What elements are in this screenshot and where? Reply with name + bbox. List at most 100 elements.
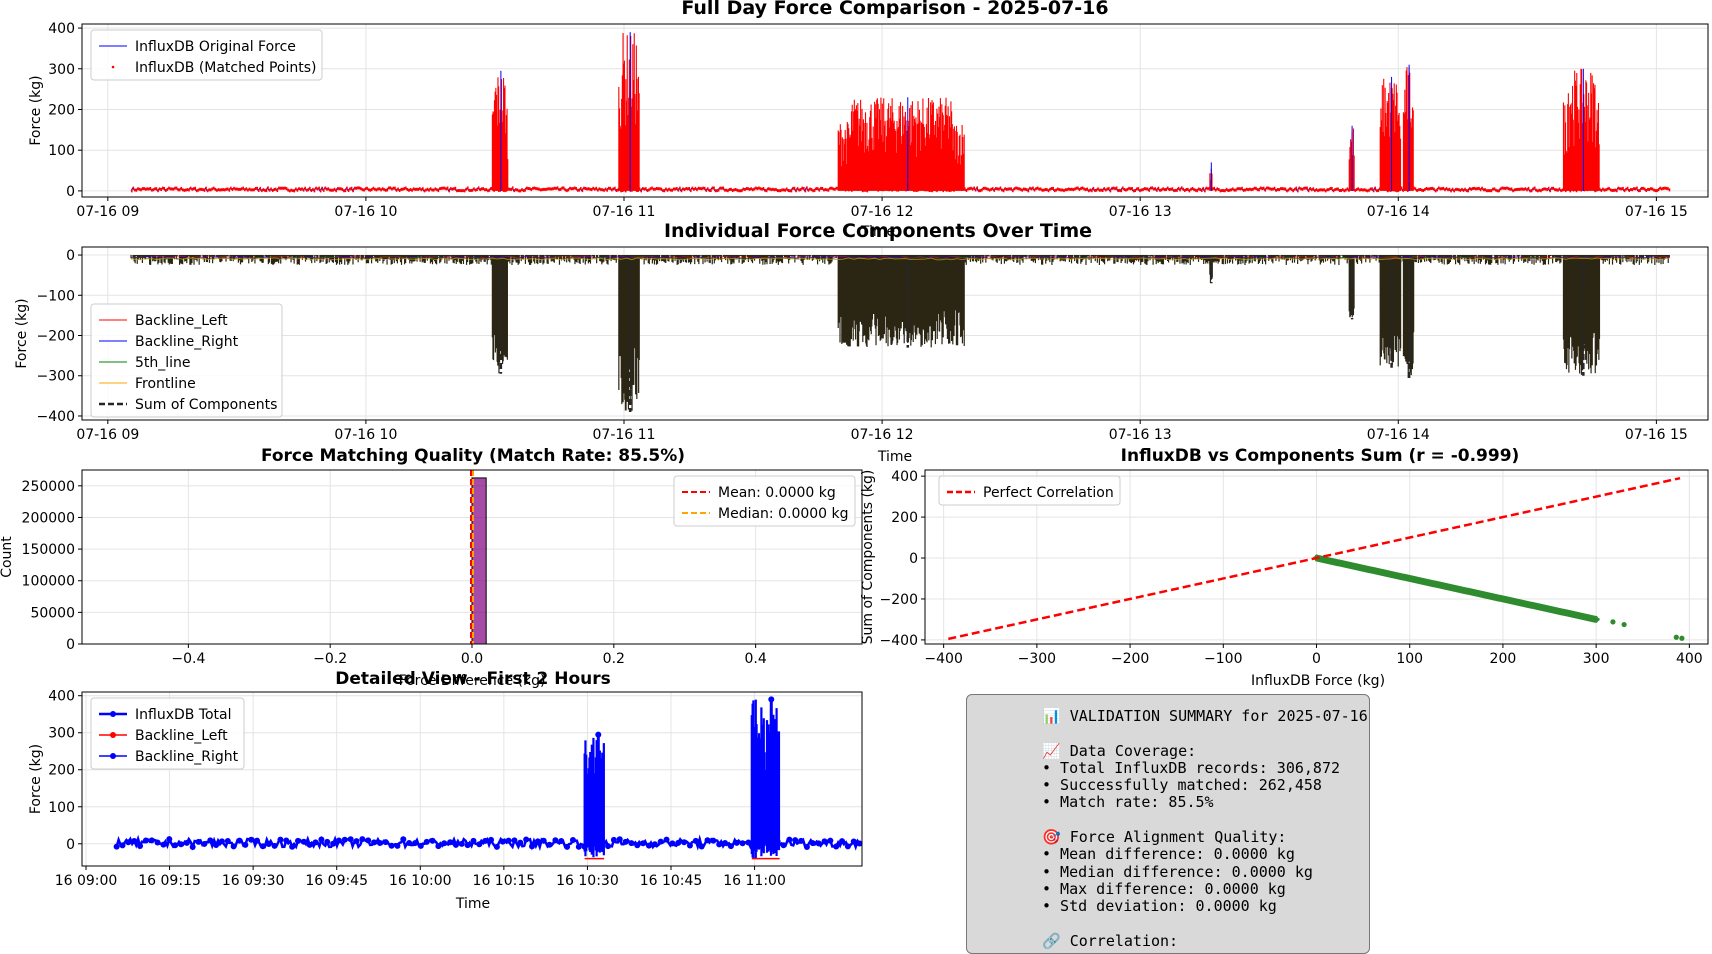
x-tick-label: 16 10:30: [556, 873, 619, 889]
scatter-point: [1593, 616, 1599, 623]
y-tick-label: 100000: [22, 574, 75, 590]
x-tick-label: 07-16 12: [851, 204, 914, 220]
y-tick-label: 250000: [22, 479, 75, 495]
x-tick-label: 0.4: [745, 651, 767, 667]
influxdb-total-marker: [528, 843, 535, 850]
y-tick-label: 0: [66, 837, 75, 853]
influxdb-total-marker: [716, 841, 723, 848]
influxdb-total-marker: [113, 843, 120, 850]
perfect-correlation-line: [948, 476, 1681, 641]
scatter-point: [1360, 565, 1366, 571]
influxdb-total-marker: [137, 842, 144, 849]
influxdb-total-marker: [148, 837, 155, 844]
summary-line: [1042, 812, 1368, 829]
y-tick-label: −300: [37, 369, 75, 385]
plot-frame: [924, 469, 1709, 645]
x-tick-label: 16 10:45: [640, 873, 703, 889]
x-tick-label: −400: [924, 651, 962, 667]
matched-points-burst: [837, 97, 965, 191]
influxdb-total-marker: [160, 841, 167, 848]
influxdb-total-marker: [230, 843, 237, 850]
influxdb-total-marker: [330, 840, 337, 847]
influxdb-total-marker: [306, 841, 313, 848]
legend-label: 5th_line: [135, 355, 191, 371]
influxdb-total-marker: [569, 836, 576, 843]
y-tick-label: 0: [909, 551, 918, 567]
influxdb-total-marker: [201, 840, 208, 847]
x-tick-label: 0.0: [461, 651, 483, 667]
y-tick-label: −200: [880, 592, 918, 608]
summary-line: • Match rate: 85.5%: [1042, 793, 1214, 812]
matched-points-burst: [1209, 168, 1213, 191]
y-tick-label: 0: [66, 637, 75, 653]
legend-swatch-marker: [110, 732, 116, 738]
influxdb-total-burst: [750, 699, 781, 859]
y-tick-label: 400: [48, 689, 75, 705]
influxdb-total-marker: [312, 839, 319, 846]
influxdb-total-marker: [839, 838, 846, 845]
influxdb-total-marker: [710, 837, 717, 844]
y-tick-label: 300: [48, 62, 75, 78]
legend-label: Sum of Components: [135, 397, 277, 413]
influxdb-total-marker: [154, 839, 161, 846]
x-tick-label: 07-16 11: [593, 427, 656, 443]
legend-label: Perfect Correlation: [983, 485, 1114, 501]
validation-summary-text: 📊 VALIDATION SUMMARY for 2025-07-16 📈 Da…: [1042, 707, 1368, 950]
burst-peak-marker: [768, 696, 775, 703]
summary-line: • Std deviation: 0.0000 kg: [1042, 897, 1277, 916]
chart-title: Detailed View - First 2 Hours: [335, 669, 611, 689]
influxdb-total-marker: [119, 842, 126, 849]
y-tick-label: −200: [37, 329, 75, 345]
x-tick-label: 07-16 10: [334, 427, 397, 443]
y-tick-label: −400: [880, 633, 918, 649]
x-tick-label: 07-16 14: [1367, 427, 1430, 443]
influxdb-total-marker: [300, 838, 307, 845]
influxdb-total-marker: [634, 842, 641, 849]
summary-line: • Successfully matched: 262,458: [1042, 776, 1322, 795]
summary-line: 📊 VALIDATION SUMMARY for 2025-07-16: [1042, 707, 1368, 725]
y-tick-label: −400: [37, 409, 75, 425]
matched-points-burst: [618, 33, 640, 191]
influxdb-total-marker: [552, 837, 559, 844]
x-axis-label: InfluxDB Force (kg): [1251, 673, 1385, 689]
chart-title: Force Matching Quality (Match Rate: 85.5…: [261, 446, 685, 466]
influxdb-total-marker: [610, 836, 617, 843]
influxdb-total-marker: [517, 839, 524, 846]
summary-line: • Median difference: 0.0000 kg: [1042, 862, 1313, 881]
plot-frame: [81, 246, 1709, 421]
influxdb-total-marker: [365, 837, 372, 844]
influxdb-total-marker: [821, 838, 828, 845]
summary-line: [1042, 916, 1368, 933]
legend-label: Frontline: [135, 376, 196, 392]
influxdb-total-marker: [335, 837, 342, 844]
components-burst: [491, 255, 508, 374]
influxdb-total-marker: [254, 837, 261, 844]
x-tick-label: 07-16 09: [76, 427, 139, 443]
legend-label: Backline_Right: [135, 334, 239, 350]
histogram-bar: [471, 477, 487, 645]
scatter-point: [1546, 606, 1553, 612]
legend-swatch-marker: [110, 711, 116, 717]
influxdb-total-marker: [651, 841, 658, 848]
y-axis-label: Count: [0, 536, 15, 578]
influxdb-total-marker: [218, 838, 225, 845]
y-axis-label: Force (kg): [28, 75, 44, 145]
y-tick-label: −100: [37, 288, 75, 304]
influxdb-total-marker: [224, 837, 231, 844]
influxdb-total-marker: [166, 836, 173, 843]
influxdb-total-marker: [441, 840, 448, 847]
influxdb-total-marker: [400, 836, 407, 843]
component-line: [131, 257, 1670, 261]
influxdb-total-marker: [698, 843, 705, 850]
influxdb-total-marker: [640, 840, 647, 847]
x-tick-label: 16 09:30: [222, 873, 285, 889]
influxdb-total-marker: [388, 842, 395, 849]
scatter-point: [1610, 619, 1616, 625]
matching-quality-histogram-panel: −0.4 −0.2 0.0 0.2 0.4 0 50000 100000 150000 20000…: [0, 446, 863, 689]
x-tick-label: 07-16 10: [334, 204, 397, 220]
influxdb-total-marker: [534, 838, 541, 845]
influxdb-total-marker: [283, 837, 290, 844]
influxdb-total-marker: [844, 843, 851, 850]
summary-line: • Mean difference: 0.0000 kg: [1042, 845, 1295, 864]
legend-swatch-marker: [110, 753, 116, 759]
